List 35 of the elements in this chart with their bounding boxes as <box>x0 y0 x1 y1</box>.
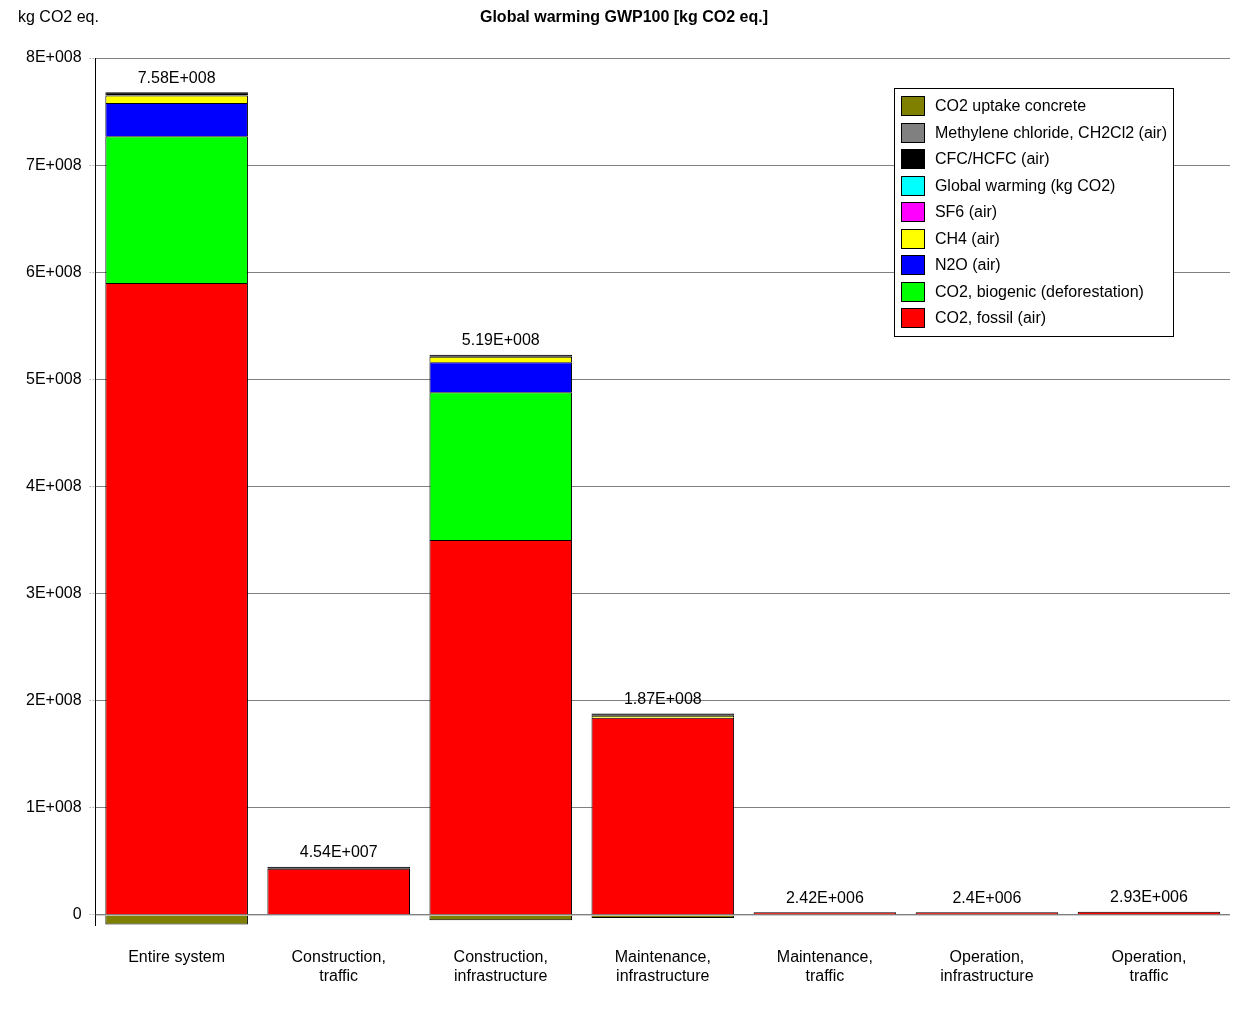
y-tick-label: 2E+008 <box>26 691 82 709</box>
y-tick-label: 8E+008 <box>26 48 82 66</box>
total-label: 5.19E+008 <box>461 331 540 349</box>
x-tick-label: Construction, infrastructure <box>453 947 548 984</box>
total-label: 1.87E+008 <box>623 689 702 707</box>
total-label: 7.58E+008 <box>137 68 216 86</box>
y-axis-title: kg CO2 eq. <box>18 8 99 26</box>
x-tick-label: Operation, traffic <box>1111 947 1187 984</box>
y-tick-label: 5E+008 <box>26 369 82 387</box>
total-label: 2.42E+006 <box>785 888 864 906</box>
chart-title: Global warming GWP100 [kg CO2 eq.] <box>479 8 769 25</box>
x-tick-label: Maintenance, infrastructure <box>614 947 711 984</box>
total-label: 2.4E+006 <box>952 888 1022 906</box>
legend-label: CO2 uptake concrete <box>934 97 1087 116</box>
legend-label: N2O (air) <box>934 256 1001 275</box>
legend-label: Global warming (kg CO2) <box>934 176 1116 195</box>
x-tick-label: Construction, traffic <box>291 947 386 984</box>
y-tick-label: 7E+008 <box>26 155 82 173</box>
x-tick-label: Maintenance, traffic <box>776 947 873 984</box>
total-label: 4.54E+007 <box>299 843 378 861</box>
legend-label: CO2, biogenic (deforestation) <box>934 282 1144 301</box>
legend-label: CO2, fossil (air) <box>934 309 1047 328</box>
bar <box>105 92 248 96</box>
legend-label: SF6 (air) <box>934 203 998 222</box>
y-tick-label: 3E+008 <box>26 583 82 601</box>
legend-label: CFC/HCFC (air) <box>934 150 1050 169</box>
x-tick-label: Operation, infrastructure <box>940 947 1034 984</box>
legend-label: CH4 (air) <box>934 229 1000 248</box>
x-tick-label: Entire system <box>128 947 226 965</box>
legend-label: Methylene chloride, CH2Cl2 (air) <box>934 123 1167 142</box>
y-tick-label: 6E+008 <box>26 262 82 280</box>
y-tick-label: 4E+008 <box>26 476 82 494</box>
y-tick-label: 0 <box>72 905 82 923</box>
y-tick-label: 1E+008 <box>26 798 82 816</box>
total-label: 2.93E+006 <box>1110 888 1188 906</box>
